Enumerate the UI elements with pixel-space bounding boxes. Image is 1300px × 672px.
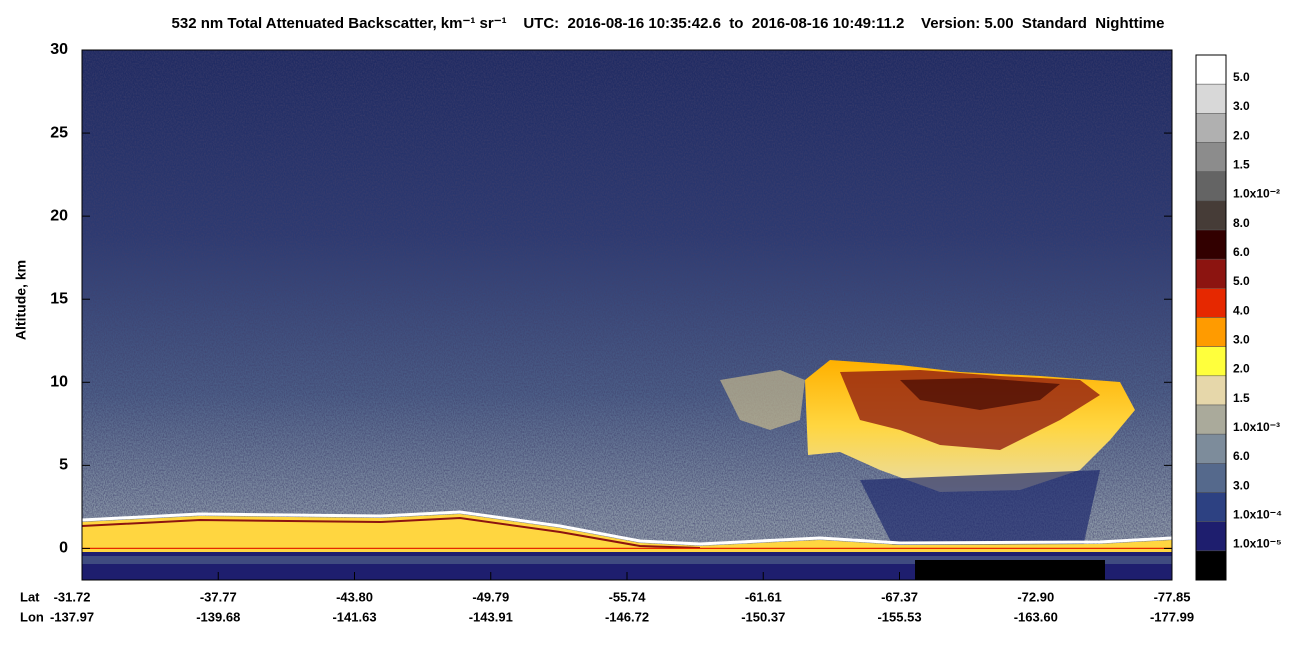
colorbar-label: 2.0 — [1233, 362, 1250, 376]
lat-tick-label: -49.79 — [472, 589, 509, 604]
colorbar-label: 4.0 — [1233, 303, 1250, 317]
colorbar-label: 1.5 — [1233, 391, 1250, 405]
colorbar-swatch — [1195, 171, 1227, 202]
colorbar-swatch — [1195, 375, 1227, 406]
colorbar-label: 6.0 — [1233, 245, 1250, 259]
lat-tick-label: -37.77 — [200, 589, 237, 604]
lon-tick-label: -146.72 — [605, 609, 649, 624]
y-tick-label: 5 — [59, 457, 68, 474]
backscatter-image — [82, 50, 1172, 580]
colorbar-label: 1.0x10⁻⁵ — [1233, 537, 1282, 551]
y-tick-label: 30 — [50, 41, 68, 58]
colorbar-swatch — [1195, 404, 1227, 435]
y-tick-label: 10 — [50, 374, 68, 391]
colorbar-swatch — [1195, 433, 1227, 464]
lon-tick-label: -143.91 — [469, 609, 513, 624]
lat-tick-label: -61.61 — [745, 589, 782, 604]
y-tick-label: 25 — [50, 124, 68, 141]
lon-tick-label: -137.97 — [50, 609, 94, 624]
y-axis-label: Altitude, km — [13, 260, 29, 340]
lon-tick-label: -177.99 — [1150, 609, 1194, 624]
lon-tick-label: -150.37 — [741, 609, 785, 624]
colorbar-label: 5.0 — [1233, 274, 1250, 288]
colorbar-label: 2.0 — [1233, 128, 1250, 142]
colorbar-swatch — [1195, 346, 1227, 377]
colorbar-swatch — [1195, 492, 1227, 522]
y-tick-label: 15 — [50, 290, 68, 307]
colorbar-swatch — [1195, 258, 1227, 289]
lat-tick-label: -31.72 — [54, 589, 91, 604]
lon-row-label: Lon — [20, 609, 44, 624]
colorbar-label: 8.0 — [1233, 216, 1250, 230]
colorbar-swatch — [1195, 317, 1227, 347]
colorbar-frame — [1195, 54, 1227, 581]
lat-tick-label: -43.80 — [336, 589, 373, 604]
colorbar-swatch — [1195, 463, 1227, 493]
lat-tick-label: -55.74 — [609, 589, 647, 604]
colorbar-swatch — [1195, 83, 1227, 114]
lon-tick-label: -139.68 — [196, 609, 240, 624]
colorbar-label: 3.0 — [1233, 99, 1250, 113]
lat-tick-label: -72.90 — [1017, 589, 1054, 604]
lat-row-label: Lat — [20, 589, 40, 604]
lon-tick-label: -141.63 — [332, 609, 376, 624]
colorbar-label: 1.0x10⁻³ — [1233, 420, 1280, 434]
y-tick-label: 0 — [59, 540, 68, 557]
colorbar-swatch — [1195, 54, 1227, 85]
colorbar-label: 6.0 — [1233, 449, 1250, 463]
colorbar-label: 3.0 — [1233, 332, 1250, 346]
colorbar-label: 5.0 — [1233, 70, 1250, 84]
lat-tick-label: -67.37 — [881, 589, 918, 604]
lat-tick-label: -77.85 — [1154, 589, 1191, 604]
colorbar-label: 1.5 — [1233, 157, 1250, 171]
colorbar-swatch — [1195, 229, 1227, 260]
colorbar-label: 1.0x10⁻² — [1233, 187, 1280, 201]
colorbar-swatch — [1195, 521, 1227, 552]
colorbar-swatch — [1195, 288, 1227, 318]
colorbar-swatch — [1195, 142, 1227, 172]
colorbar-swatch — [1195, 550, 1227, 581]
lon-tick-label: -155.53 — [877, 609, 921, 624]
colorbar-swatch — [1195, 113, 1227, 143]
colorbar-label: 1.0x10⁻⁴ — [1233, 507, 1282, 521]
colorbar-swatch — [1195, 200, 1227, 231]
chart-title: 532 nm Total Attenuated Backscatter, km⁻… — [172, 15, 1165, 32]
y-tick-label: 20 — [50, 207, 68, 224]
lon-tick-label: -163.60 — [1014, 609, 1058, 624]
colorbar-label: 3.0 — [1233, 478, 1250, 492]
